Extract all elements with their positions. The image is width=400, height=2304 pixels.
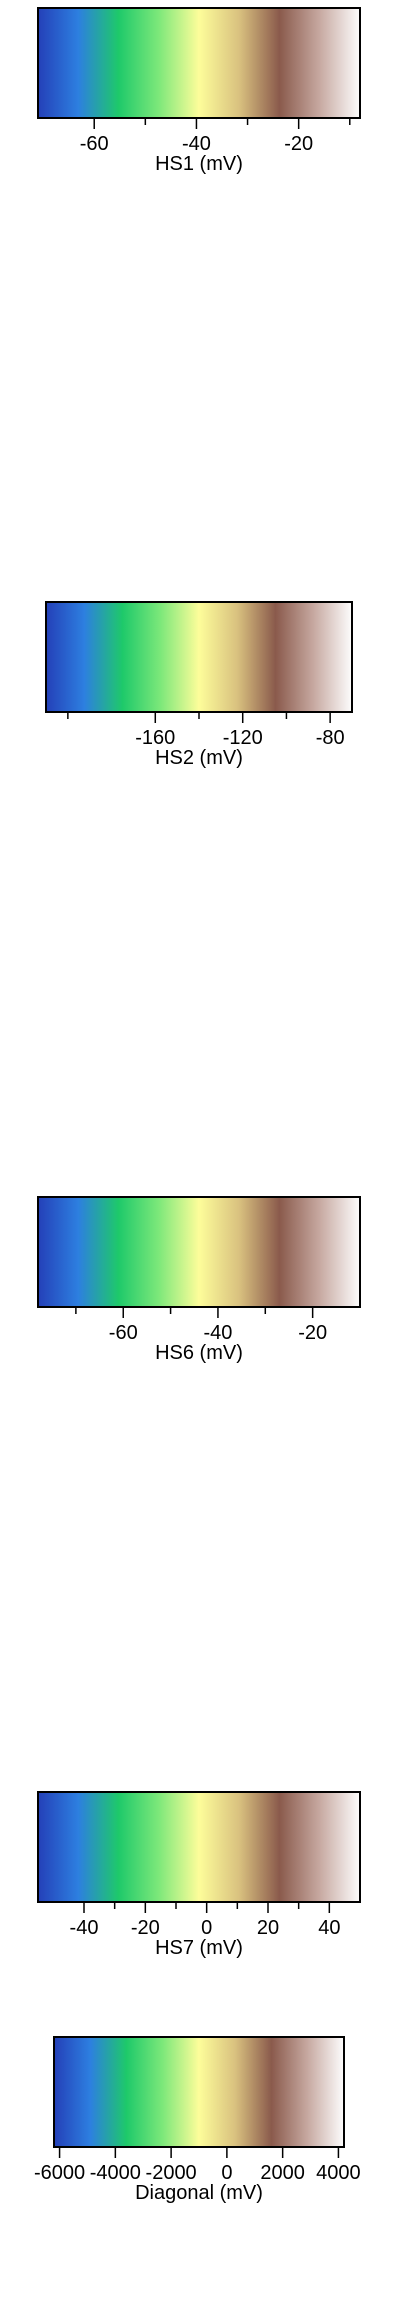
tick-label: -60: [80, 133, 109, 155]
tick-label: 0: [201, 1917, 212, 1939]
colorbar-diagonal-svg: -6000 -4000 -2000 0 2000 4000 Diagonal (mV): [34, 2036, 361, 2204]
colorbar-hs2-gradient: [45, 601, 353, 713]
tick-label: -20: [131, 1917, 160, 1939]
colorbar-hs6-svg: -60 -40 -20 HS6 (mV): [37, 1196, 361, 1364]
colorbar-hs7: -40 -20 0 20 40 HS7 (mV): [0, 1785, 400, 1985]
tick-label: -2000: [146, 2162, 197, 2184]
tick-label: -6000: [34, 2162, 85, 2184]
tick-label: -20: [298, 1322, 327, 1344]
tick-label: 40: [318, 1917, 340, 1939]
tick-label: 0: [221, 2162, 232, 2184]
axis-label: HS7 (mV): [155, 1937, 243, 1959]
axis-label: HS1 (mV): [155, 153, 243, 175]
tick-label: -160: [135, 727, 175, 749]
colorbar-hs2-svg: -160 -120 -80 HS2 (mV): [45, 601, 353, 769]
colorbar-hs2: -160 -120 -80 HS2 (mV): [0, 595, 400, 795]
colorbar-hs6-gradient: [37, 1196, 361, 1308]
tick-label: -120: [223, 727, 263, 749]
tick-label: -20: [284, 133, 313, 155]
colorbar-hs1-gradient: [37, 7, 361, 119]
colorbar-hs1: -60 -40 -20 HS1 (mV): [0, 0, 400, 200]
colorbar-diagonal-gradient: [53, 2036, 345, 2148]
tick-label: -40: [203, 1322, 232, 1344]
tick-label: -80: [316, 727, 345, 749]
colorbar-hs7-svg: -40 -20 0 20 40 HS7 (mV): [37, 1791, 361, 1959]
colorbar-hs1-svg: -60 -40 -20 HS1 (mV): [37, 7, 361, 175]
colorbar-hs7-gradient: [37, 1791, 361, 1903]
axis-label: HS2 (mV): [155, 747, 243, 769]
colorbar-diagonal: -6000 -4000 -2000 0 2000 4000 Diagonal (mV): [0, 2030, 400, 2230]
tick-label: 4000: [316, 2162, 361, 2184]
tick-label: 2000: [260, 2162, 305, 2184]
colorbar-hs6: -60 -40 -20 HS6 (mV): [0, 1190, 400, 1390]
axis-label: HS6 (mV): [155, 1342, 243, 1364]
tick-label: -40: [70, 1917, 99, 1939]
tick-label: -4000: [90, 2162, 141, 2184]
tick-label: -60: [109, 1322, 138, 1344]
tick-label: -40: [182, 133, 211, 155]
axis-label: Diagonal (mV): [135, 2182, 263, 2204]
tick-label: 20: [257, 1917, 279, 1939]
